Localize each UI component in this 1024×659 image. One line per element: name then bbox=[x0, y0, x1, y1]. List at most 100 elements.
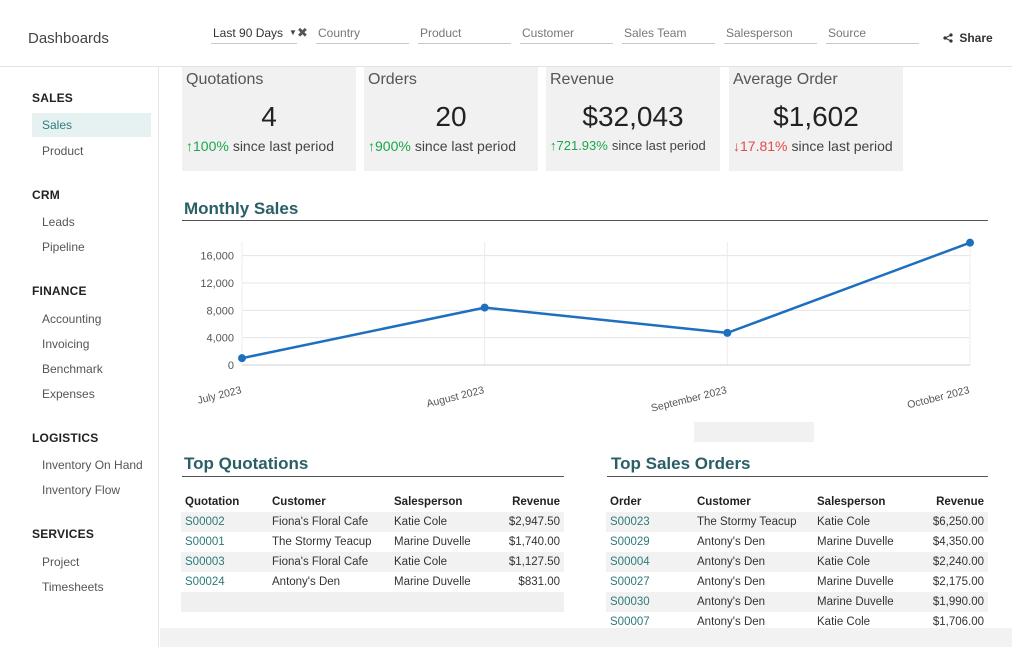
order-link[interactable]: S00029 bbox=[610, 536, 650, 548]
table-row[interactable]: S00024 Antony's Den Marine Duvelle $831.… bbox=[181, 572, 564, 592]
share-label: Share bbox=[959, 31, 993, 45]
kpi-title: Orders bbox=[368, 71, 417, 88]
table-filler-row bbox=[181, 592, 564, 612]
sales-team-filter[interactable]: Sales Team bbox=[622, 26, 715, 44]
table-header-row: Order Customer Salesperson Revenue bbox=[606, 492, 988, 512]
sidebar-item-expenses[interactable]: Expenses bbox=[42, 387, 95, 401]
column-header-customer[interactable]: Customer bbox=[697, 496, 751, 508]
customer-cell: Fiona's Floral Cafe bbox=[268, 512, 390, 532]
top-sales-orders-heading: Top Sales Orders bbox=[611, 454, 751, 473]
order-link[interactable]: S00030 bbox=[606, 592, 693, 612]
salesperson-cell: Katie Cole bbox=[813, 512, 904, 532]
sidebar-item-inventory-flow[interactable]: Inventory Flow bbox=[42, 483, 121, 497]
share-button[interactable]: Share bbox=[943, 31, 993, 45]
caret-down-icon: ▼ bbox=[289, 28, 297, 37]
kpi-trend: ↑100% since last period bbox=[186, 138, 334, 154]
top-sales-orders-table: Order Customer Salesperson Revenue S0002… bbox=[606, 492, 988, 632]
chart-loading-bar bbox=[694, 422, 814, 442]
kpi-card-revenue[interactable]: Revenue $32,043 ↑721.93% since last perio… bbox=[546, 67, 720, 171]
product-filter[interactable]: Product bbox=[418, 26, 511, 44]
table-row[interactable]: S00003 Fiona's Floral Cafe Katie Cole $1… bbox=[181, 552, 564, 572]
period-filter[interactable]: Last 90 Days ▼ bbox=[211, 26, 297, 44]
table-row[interactable]: S00004 Antony's Den Katie Cole $2,240.00 bbox=[606, 552, 988, 572]
sidebar-section-logistics: LOGISTICS bbox=[32, 431, 99, 445]
kpi-trend-percent: 17.81% bbox=[740, 138, 788, 154]
table-row[interactable]: S00001 The Stormy Teacup Marine Duvelle … bbox=[181, 532, 564, 552]
column-header-salesperson[interactable]: Salesperson bbox=[817, 496, 886, 508]
country-filter[interactable]: Country bbox=[316, 26, 409, 44]
revenue-cell: $6,250.00 bbox=[904, 512, 988, 532]
top-quotations-table: Quotation Customer Salesperson Revenue S… bbox=[181, 492, 564, 612]
revenue-cell: $2,947.50 bbox=[478, 512, 564, 532]
salesperson-cell: Marine Duvelle bbox=[817, 576, 894, 588]
revenue-cell: $1,740.00 bbox=[508, 536, 560, 548]
kpi-card-orders[interactable]: Orders 20 ↑900% since last period bbox=[364, 67, 538, 171]
kpi-value: 20 bbox=[435, 101, 467, 132]
customer-cell: Fiona's Floral Cafe bbox=[268, 552, 390, 572]
sidebar-section-services: SERVICES bbox=[32, 527, 95, 541]
sidebar-item-accounting[interactable]: Accounting bbox=[42, 312, 102, 326]
clear-filter-icon[interactable]: ✖ bbox=[297, 25, 308, 40]
column-header-revenue[interactable]: Revenue bbox=[512, 496, 560, 508]
monthly-sales-divider bbox=[182, 220, 988, 221]
sidebar-item-product[interactable]: Product bbox=[42, 144, 84, 158]
customer-cell: The Stormy Teacup bbox=[272, 536, 372, 548]
revenue-cell: $831.00 bbox=[518, 576, 560, 588]
chart-y-tick-label: 16,000 bbox=[200, 251, 234, 263]
customer-cell: Antony's Den bbox=[697, 616, 766, 628]
quotation-link[interactable]: S00024 bbox=[185, 576, 225, 588]
column-header-salesperson[interactable]: Salesperson bbox=[394, 496, 463, 508]
salesperson-cell: Katie Cole bbox=[390, 552, 478, 572]
salesperson-cell: Marine Duvelle bbox=[813, 592, 904, 612]
table-row[interactable]: S00002 Fiona's Floral Cafe Katie Cole $2… bbox=[181, 512, 564, 532]
order-link[interactable]: S00023 bbox=[606, 512, 693, 532]
order-link[interactable]: S00007 bbox=[610, 616, 650, 628]
kpi-trend-text: since last period bbox=[791, 138, 893, 154]
salesperson-cell: Marine Duvelle bbox=[817, 536, 894, 548]
column-header-quotation[interactable]: Quotation bbox=[185, 496, 240, 508]
sidebar-item-pipeline[interactable]: Pipeline bbox=[42, 240, 85, 254]
chart-x-tick-label: August 2023 bbox=[425, 384, 485, 410]
table-row[interactable]: S00029 Antony's Den Marine Duvelle $4,35… bbox=[606, 532, 988, 552]
sidebar-item-timesheets[interactable]: Timesheets bbox=[42, 580, 104, 594]
sidebar-section-sales: SALES bbox=[32, 91, 74, 105]
salesperson-filter[interactable]: Salesperson bbox=[724, 26, 817, 44]
quotation-link[interactable]: S00002 bbox=[181, 512, 268, 532]
kpi-card-average-order[interactable]: Average Order $1,602 ↓17.81% since last p… bbox=[729, 67, 903, 171]
kpi-value: $32,043 bbox=[582, 101, 684, 132]
top-sales-orders-divider bbox=[607, 476, 988, 477]
column-header-revenue[interactable]: Revenue bbox=[936, 496, 984, 508]
chart-data-point bbox=[966, 238, 974, 247]
kpi-trend-text: since last period bbox=[232, 138, 334, 154]
chart-data-point bbox=[723, 328, 732, 337]
sidebar-item-inventory-on-hand[interactable]: Inventory On Hand bbox=[42, 458, 143, 472]
customer-filter[interactable]: Customer bbox=[520, 26, 613, 44]
column-header-order[interactable]: Order bbox=[610, 496, 642, 508]
table-row[interactable]: S00030 Antony's Den Marine Duvelle $1,99… bbox=[606, 592, 988, 612]
page-title: Dashboards bbox=[28, 30, 109, 47]
kpi-title: Average Order bbox=[733, 71, 838, 88]
table-row[interactable]: S00023 The Stormy Teacup Katie Cole $6,2… bbox=[606, 512, 988, 532]
quotation-link[interactable]: S00001 bbox=[185, 536, 225, 548]
arrow-up-icon: ↑ bbox=[550, 138, 557, 153]
arrow-up-icon: ↑ bbox=[186, 138, 193, 154]
sidebar-item-sales[interactable]: Sales bbox=[32, 113, 151, 137]
sidebar-item-benchmark[interactable]: Benchmark bbox=[42, 362, 103, 376]
source-filter[interactable]: Source bbox=[826, 26, 919, 44]
chart-data-point bbox=[238, 354, 246, 363]
revenue-cell: $1,127.50 bbox=[478, 552, 564, 572]
order-link[interactable]: S00027 bbox=[610, 576, 650, 588]
table-row[interactable]: S00027 Antony's Den Marine Duvelle $2,17… bbox=[606, 572, 988, 592]
order-link[interactable]: S00004 bbox=[606, 552, 693, 572]
table-row[interactable]: S00007 Antony's Den Katie Cole $1,706.00 bbox=[606, 612, 988, 632]
kpi-card-quotations[interactable]: Quotations 4 ↑100% since last period bbox=[182, 67, 356, 171]
customer-cell: The Stormy Teacup bbox=[693, 512, 813, 532]
quotation-link[interactable]: S00003 bbox=[181, 552, 268, 572]
revenue-cell: $2,175.00 bbox=[932, 576, 984, 588]
column-header-customer[interactable]: Customer bbox=[272, 496, 326, 508]
sidebar-item-invoicing[interactable]: Invoicing bbox=[42, 337, 90, 351]
chart-y-tick-label: 0 bbox=[228, 360, 234, 372]
chart-x-tick-label: July 2023 bbox=[196, 384, 243, 407]
sidebar-item-project[interactable]: Project bbox=[42, 555, 80, 569]
sidebar-item-leads[interactable]: Leads bbox=[42, 215, 75, 229]
